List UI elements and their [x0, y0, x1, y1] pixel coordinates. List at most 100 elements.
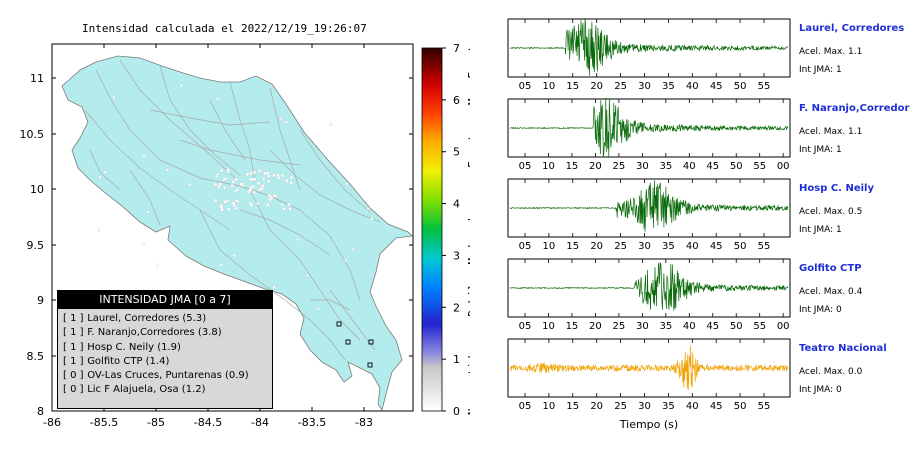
map-x-tick-label: -84.5 — [194, 416, 222, 429]
legend-row-name: Golfito CTP (1.4) — [87, 355, 170, 367]
waveform-tick-label: 10 — [542, 321, 555, 332]
waveform-tick-label: 20 — [589, 321, 602, 332]
waveform-tick-label: 25 — [614, 241, 627, 252]
waveform-tick-label: 30 — [638, 81, 651, 92]
waveform-tick-label: 20 — [590, 81, 603, 92]
station-name: F. Naranjo,Corredores — [799, 103, 910, 114]
waveform-tick-label: 15 — [566, 321, 579, 332]
legend-row-name: F. Naranjo,Corredores (3.8) — [87, 327, 222, 339]
legend-row-name: Laurel, Corredores (5.3) — [87, 313, 207, 324]
station-jma-intensity: Int JMA: 0 — [799, 305, 842, 315]
map-x-axis: -86 -85.5 -85 -84.5 -84 -83.5 -83 — [43, 44, 373, 429]
waveform-tick-label: 15 — [566, 241, 579, 252]
waveform-tick-label: 50 — [734, 241, 747, 252]
waveform-tick-label: 10 — [543, 81, 556, 92]
waveform-tick-label: 25 — [614, 401, 627, 412]
colorbar-tick-label: 2 — [453, 301, 460, 314]
waveform-tick-label: 35 — [662, 241, 675, 252]
station-marker-neily — [368, 339, 374, 345]
waveform-trace — [509, 345, 789, 391]
legend-row-name: Hosp C. Neily (1.9) — [87, 341, 181, 353]
waveform-tick-label: 05 — [519, 241, 532, 252]
map-x-tick-label: -85.5 — [90, 416, 118, 429]
colorbar-tick-label: 5 — [453, 146, 460, 159]
colorbar-level-label: No sentido — [466, 349, 470, 415]
colorbar-tick-label: 3 — [453, 249, 460, 262]
colorbar-tick-label: 6 — [453, 94, 460, 107]
time-axis-label: Tiempo (s) — [619, 418, 678, 431]
station-max-accel: Acel. Max. 0.5 — [799, 207, 863, 217]
costa-rica-land — [61, 55, 413, 411]
map-x-tick-label: -83 — [355, 416, 373, 429]
waveform-tick-label: 25 — [613, 161, 626, 172]
waveform-tick-label: 45 — [710, 81, 723, 92]
map-x-tick-label: -84 — [251, 416, 269, 429]
map-y-tick-label: 11 — [30, 72, 44, 85]
map-x-tick-label: -83.5 — [298, 416, 326, 429]
waveform-tick-label: 05 — [519, 161, 532, 172]
colorbar-level-label: Fuerte — [466, 128, 470, 168]
waveform-trace — [509, 18, 789, 76]
waveform-tick-label: 05 — [519, 321, 532, 332]
waveform-tick-label: 50 — [730, 321, 743, 332]
waveform-tick-label: 50 — [730, 161, 743, 172]
waveform-tick-label: 45 — [706, 321, 719, 332]
waveform-tick-label: 05 — [519, 401, 532, 412]
colorbar-ticks: 7 6 5 4 3 2 1 0 — [442, 42, 460, 418]
waveform-tick-label: 25 — [614, 81, 627, 92]
waveform-tick-label: 40 — [686, 241, 699, 252]
station-max-accel: Acel. Max. 0.0 — [799, 367, 863, 377]
waveform-tick-label: 20 — [590, 241, 603, 252]
map-y-tick-label: 9.5 — [27, 239, 45, 252]
waveform-tick-label: 40 — [686, 81, 699, 92]
legend-row: [ 1 ] F. Naranjo,Corredores (3.8) — [58, 326, 272, 340]
colorbar-labels: Muy Fuerte Fuerte Moderado Debil No sentido — [466, 39, 470, 415]
station-name: Hosp C. Neily — [799, 183, 874, 194]
waveform-tick-label: 30 — [636, 161, 649, 172]
station-name: Golfito CTP — [799, 263, 862, 274]
legend-row-name: Lic F Alajuela, Osa (1.2) — [87, 384, 206, 396]
colorbar-level-label: Debil — [466, 283, 470, 316]
intensity-colorbar — [421, 47, 443, 412]
waveform-tick-label: 10 — [543, 401, 556, 412]
waveform-tick-label: 35 — [662, 81, 675, 92]
map-y-tick-label: 8 — [37, 405, 44, 418]
station-name: Laurel, Corredores — [799, 23, 905, 34]
waveform-tick-label: 55 — [758, 401, 771, 412]
legend-row-name: OV-Las Cruces, Puntarenas (0.9) — [87, 370, 249, 382]
waveform-tick-label: 35 — [659, 161, 672, 172]
waveform-trace — [509, 180, 789, 232]
station-marker-golfito — [367, 362, 373, 368]
intensity-legend: INTENSIDAD JMA [0 a 7] [ 1 ] Laurel, Cor… — [57, 290, 273, 409]
legend-row: [ 1 ] Golfito CTP (1.4) — [58, 355, 272, 369]
map-y-tick-label: 10 — [30, 183, 44, 196]
station-max-accel: Acel. Max. 1.1 — [799, 47, 863, 57]
legend-row-level: [ 1 ] — [63, 313, 84, 324]
waveform-tick-label: 35 — [659, 321, 672, 332]
waveform-trace — [509, 262, 789, 311]
waveform-panels: 05 10 15 20 25 30 35 40 45 50 55 05 10 15 20 25 30 35 40 45… — [507, 18, 791, 431]
station-jma-intensity: Int JMA: 1 — [799, 145, 842, 155]
legend-row-level: [ 0 ] — [63, 370, 84, 382]
legend-row: [ 0 ] OV-Las Cruces, Puntarenas (0.9) — [58, 369, 272, 383]
waveform-tick-label: 55 — [753, 321, 766, 332]
colorbar-level-label: Muy Fuerte — [466, 39, 470, 105]
colorbar-tick-label: 4 — [453, 198, 460, 211]
station-marker-laurel — [336, 321, 342, 327]
waveform-tick-label: 45 — [710, 241, 723, 252]
station-jma-intensity: Int JMA: 1 — [799, 65, 842, 75]
map-y-tick-label: 8.5 — [27, 350, 45, 363]
station-marker-naranjo — [345, 339, 351, 345]
colorbar-level-label: Moderado — [466, 212, 470, 265]
waveform-tick-label: 15 — [566, 401, 579, 412]
waveform-tick-label: 30 — [636, 321, 649, 332]
waveform-tick-label: 50 — [734, 81, 747, 92]
waveform-tick-label: 50 — [734, 401, 747, 412]
station-name: Teatro Nacional — [799, 343, 887, 354]
waveform-tick-label: 55 — [758, 241, 771, 252]
map-x-tick-label: -86 — [43, 416, 61, 429]
waveform-tick-label: 55 — [758, 81, 771, 92]
colorbar-tick-label: 1 — [453, 353, 460, 366]
legend-row: [ 0 ] Lic F Alajuela, Osa (1.2) — [58, 383, 272, 397]
waveform-trace — [509, 97, 789, 158]
